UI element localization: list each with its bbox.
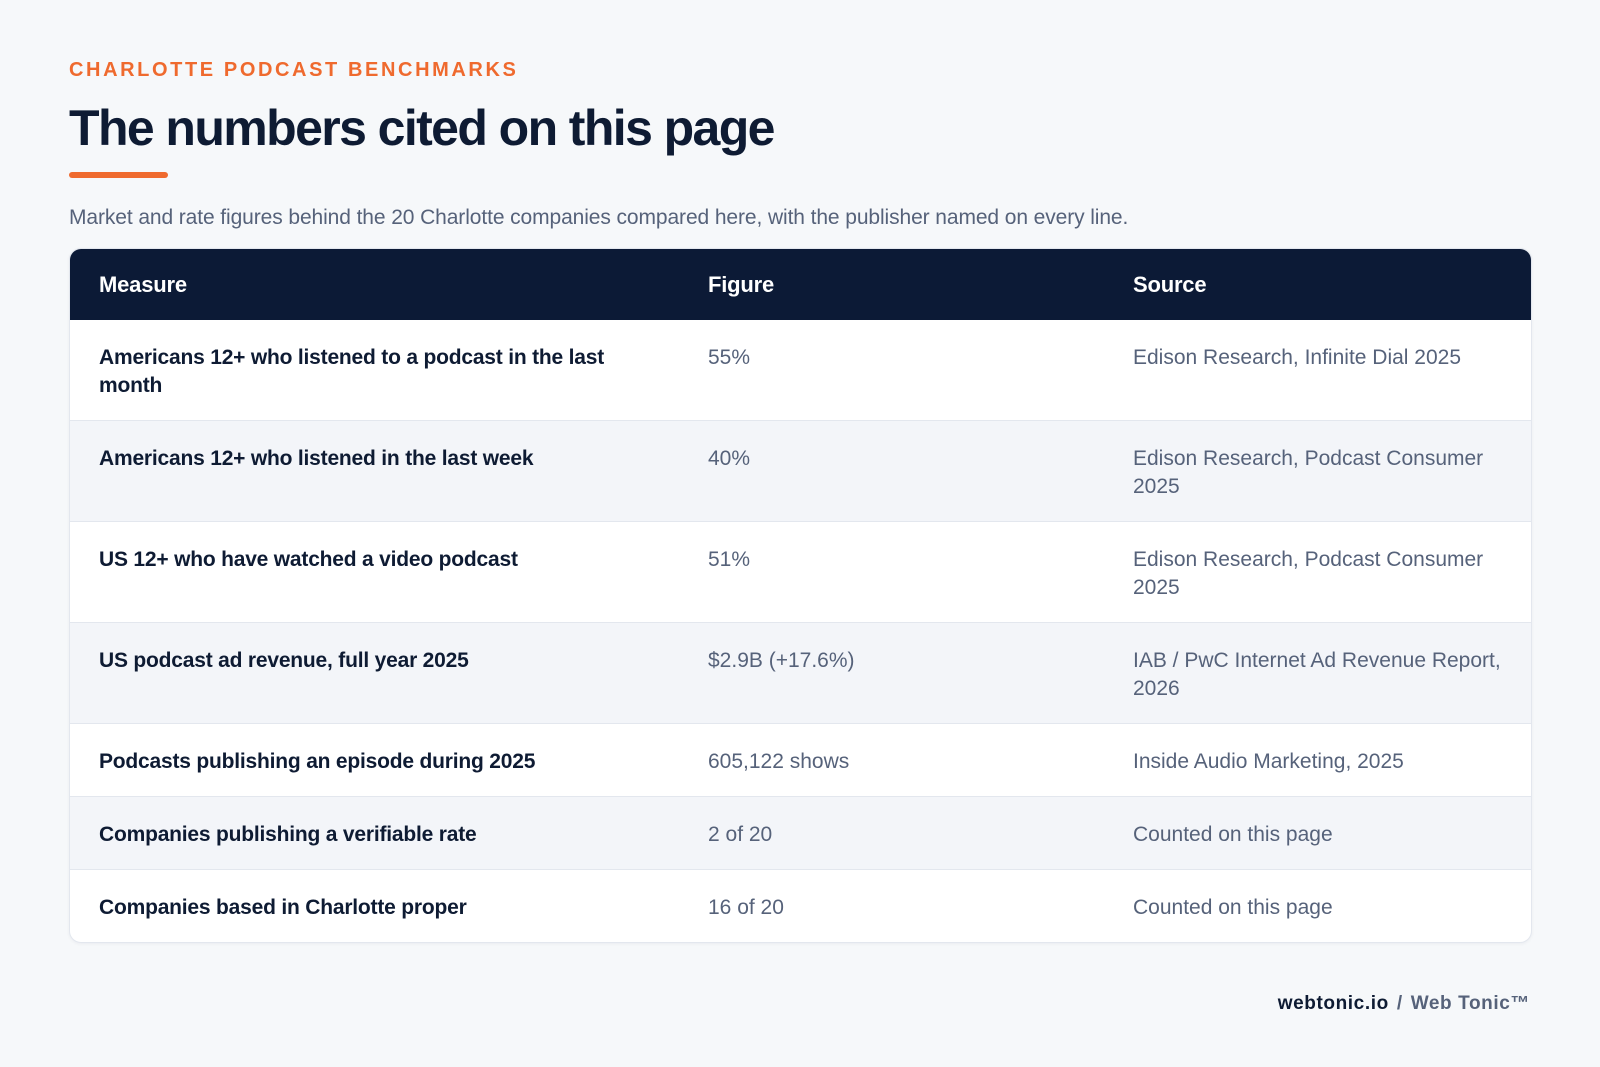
eyebrow-label: CHARLOTTE PODCAST BENCHMARKS: [69, 59, 519, 81]
table-row: US podcast ad revenue, full year 2025 $2…: [70, 622, 1531, 724]
footer-brand: Web Tonic™: [1410, 993, 1530, 1014]
figure-cell: 55%: [708, 346, 751, 369]
benchmarks-table-card: Measure Figure Source Americans 12+ who …: [69, 248, 1532, 943]
benchmarks-table: Measure Figure Source Americans 12+ who …: [70, 249, 1531, 942]
source-cell: Edison Research, Podcast Consumer 2025: [1133, 548, 1484, 599]
figure-cell: 16 of 20: [708, 896, 784, 919]
page-title: The numbers cited on this page: [69, 100, 775, 156]
figure-cell: 605,122 shows: [708, 750, 850, 773]
measure-cell: Podcasts publishing an episode during 20…: [99, 750, 536, 773]
source-cell: IAB / PwC Internet Ad Revenue Report, 20…: [1133, 649, 1501, 700]
measure-cell: Companies publishing a verifiable rate: [99, 823, 477, 846]
table-row: Podcasts publishing an episode during 20…: [70, 723, 1531, 797]
source-cell: Counted on this page: [1133, 896, 1333, 919]
column-header-source: Source: [1133, 271, 1207, 297]
footer-domain: webtonic.io: [1277, 993, 1389, 1014]
footer-separator: /: [1396, 993, 1403, 1014]
figure-cell: 40%: [708, 447, 751, 470]
figure-cell: 51%: [708, 548, 751, 571]
table-row: Americans 12+ who listened to a podcast …: [70, 320, 1531, 421]
column-header-measure: Measure: [99, 271, 187, 297]
table-row: US 12+ who have watched a video podcast …: [70, 521, 1531, 623]
column-header-figure: Figure: [708, 271, 775, 297]
measure-cell: Companies based in Charlotte proper: [99, 896, 467, 919]
table-row: Americans 12+ who listened in the last w…: [70, 420, 1531, 522]
measure-cell: Americans 12+ who listened in the last w…: [99, 447, 534, 470]
table-row: Companies based in Charlotte proper 16 o…: [70, 869, 1531, 943]
figure-cell: $2.9B (+17.6%): [708, 649, 855, 672]
source-cell: Inside Audio Marketing, 2025: [1133, 750, 1404, 773]
page-subtitle: Market and rate figures behind the 20 Ch…: [69, 206, 1129, 229]
measure-cell: Americans 12+ who listened to a podcast …: [99, 346, 605, 397]
measure-cell: US 12+ who have watched a video podcast: [99, 548, 518, 571]
page-content: CHARLOTTE PODCAST BENCHMARKS The numbers…: [69, 56, 1532, 943]
source-cell: Counted on this page: [1133, 823, 1333, 846]
source-cell: Edison Research, Infinite Dial 2025: [1133, 346, 1462, 369]
table-row: Companies publishing a verifiable rate 2…: [70, 796, 1531, 870]
measure-cell: US podcast ad revenue, full year 2025: [99, 649, 469, 672]
table-header-row: Measure Figure Source: [70, 249, 1531, 320]
title-accent-bar: [69, 172, 168, 178]
figure-cell: 2 of 20: [708, 823, 773, 846]
footer-credit: webtonic.io / Web Tonic™: [1278, 990, 1530, 1018]
source-cell: Edison Research, Podcast Consumer 2025: [1133, 447, 1484, 498]
